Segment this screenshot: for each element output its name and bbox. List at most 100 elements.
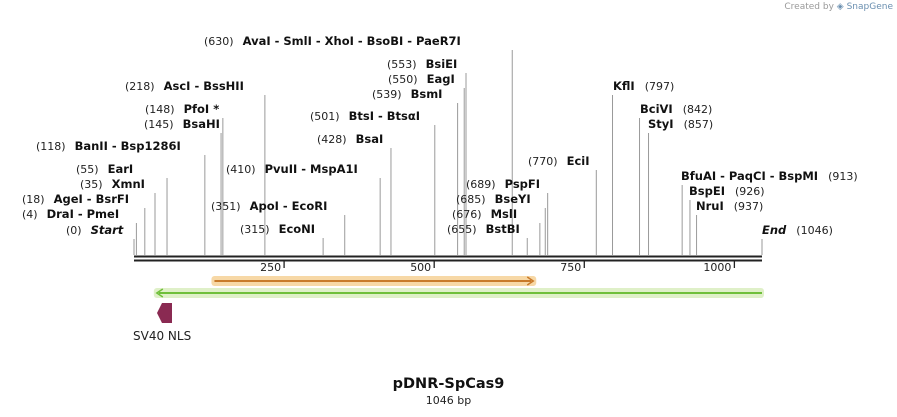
sv40-nls-feature[interactable]: SV40 NLS (133, 303, 191, 343)
site-position: (501) (310, 110, 340, 123)
site-label[interactable]: (689) PspFI (466, 177, 540, 191)
site-label[interactable]: BciVI (842) (640, 102, 712, 116)
site-enzyme-names: EarI (108, 162, 134, 176)
nls-arrow-shape (157, 303, 172, 323)
site-label[interactable]: (0) Start (66, 223, 124, 237)
site-enzyme-names: BspEI (689, 184, 725, 198)
site-position: (655) (447, 223, 477, 236)
site-label[interactable]: (553) BsiEI (387, 57, 457, 71)
site-label[interactable]: End (1046) (762, 223, 833, 237)
site-enzyme-names: Start (91, 223, 124, 237)
site-label[interactable]: (550) EagI (388, 72, 455, 86)
site-enzyme-names: PfoI * (184, 102, 220, 116)
credit-prefix: Created by (784, 2, 834, 12)
site-position: (937) (734, 200, 764, 213)
site-position: (685) (456, 193, 486, 206)
site-label[interactable]: (218) AscI - BssHII (125, 79, 244, 93)
site-position: (630) (204, 35, 234, 48)
site-position: (539) (372, 88, 402, 101)
site-position: (0) (66, 224, 82, 237)
site-label[interactable]: StyI (857) (648, 117, 713, 131)
site-position: (689) (466, 178, 496, 191)
site-label[interactable]: (685) BseYI (456, 192, 531, 206)
site-enzyme-names: AscI - BssHII (164, 79, 244, 93)
site-position: (410) (226, 163, 256, 176)
site-enzyme-names: BsaHI (183, 117, 220, 131)
site-label[interactable]: (351) ApoI - EcoRI (211, 199, 327, 213)
site-enzyme-names: AgeI - BsrFI (54, 192, 129, 206)
site-enzyme-names: PspFI (505, 177, 540, 191)
snapgene-credit: Created by ◈ SnapGene (784, 2, 893, 12)
site-label[interactable]: KflI (797) (613, 79, 674, 93)
site-enzyme-names: End (762, 223, 787, 237)
site-label[interactable]: (655) BstBI (447, 222, 520, 236)
site-label[interactable]: (539) BsmI (372, 87, 442, 101)
site-label[interactable]: (55) EarI (76, 162, 133, 176)
site-position: (428) (317, 133, 347, 146)
site-position: (913) (828, 170, 858, 183)
site-position: (797) (645, 80, 675, 93)
site-label[interactable]: (428) BsaI (317, 132, 383, 146)
site-position: (35) (80, 178, 103, 191)
orange-feature-arrow[interactable] (211, 276, 537, 286)
site-position: (218) (125, 80, 155, 93)
site-enzyme-names: BstBI (486, 222, 520, 236)
site-enzyme-names: DraI - PmeI (47, 207, 120, 221)
site-label[interactable]: (676) MslI (452, 207, 517, 221)
site-enzyme-names: MslI (491, 207, 518, 221)
site-position: (145) (144, 118, 174, 131)
site-position: (351) (211, 200, 241, 213)
tick-label: 250 (260, 261, 281, 274)
site-enzyme-names: NruI (696, 199, 724, 213)
plasmid-title: pDNR-SpCas9 (392, 376, 505, 392)
site-label[interactable]: (118) BanII - Bsp1286I (36, 139, 181, 153)
feature-arrowhead (155, 288, 164, 298)
site-enzyme-names: EagI (427, 72, 455, 86)
site-label[interactable]: (501) BtsI - BtsαI (310, 109, 420, 123)
site-position: (4) (22, 208, 38, 221)
site-position: (550) (388, 73, 418, 86)
nls-label: SV40 NLS (133, 329, 191, 343)
site-label[interactable]: (770) EciI (528, 154, 590, 168)
site-position: (676) (452, 208, 482, 221)
site-label[interactable]: BspEI (926) (689, 184, 765, 198)
site-label[interactable]: (4) DraI - PmeI (22, 207, 119, 221)
plasmid-length: 1046 bp (425, 394, 472, 407)
site-label[interactable]: (630) AvaI - SmlI - XhoI - BsoBI - PaeR7I (204, 34, 461, 48)
credit-brand: SnapGene (846, 2, 893, 12)
site-enzyme-names: ApoI - EcoRI (250, 199, 328, 213)
site-label[interactable]: (315) EcoNI (240, 222, 315, 236)
tick-label: 500 (410, 261, 431, 274)
site-enzyme-names: XmnI (112, 177, 145, 191)
site-enzyme-names: BsiEI (426, 57, 458, 71)
site-position: (315) (240, 223, 270, 236)
site-enzyme-names: BtsI - BtsαI (349, 109, 420, 123)
site-position: (118) (36, 140, 66, 153)
site-label[interactable]: (145) BsaHI (144, 117, 220, 131)
site-position: (553) (387, 58, 417, 71)
site-position: (1046) (796, 224, 833, 237)
restriction-sites: (0) Start(4) DraI - PmeI(18) AgeI - BsrFI(3… (22, 34, 858, 255)
site-label[interactable]: (148) PfoI * (145, 102, 219, 116)
site-enzyme-names: BsaI (356, 132, 384, 146)
site-label[interactable]: (410) PvuII - MspA1I (226, 162, 358, 176)
site-label[interactable]: NruI (937) (696, 199, 763, 213)
site-enzyme-names: PvuII - MspA1I (265, 162, 358, 176)
site-label[interactable]: (35) XmnI (80, 177, 145, 191)
site-position: (18) (22, 193, 45, 206)
site-enzyme-names: EcoNI (279, 222, 315, 236)
site-enzyme-names: BanII - Bsp1286I (75, 139, 181, 153)
site-enzyme-names: AvaI - SmlI - XhoI - BsoBI - PaeR7I (243, 34, 461, 48)
site-enzyme-names: KflI (613, 79, 635, 93)
feature-arrowhead (526, 276, 535, 286)
green-feature-arrow[interactable] (153, 288, 765, 298)
site-enzyme-names: EciI (567, 154, 590, 168)
site-enzyme-names: BciVI (640, 102, 673, 116)
site-enzyme-names: BseYI (495, 192, 531, 206)
site-label[interactable]: (18) AgeI - BsrFI (22, 192, 129, 206)
site-label[interactable]: BfuAI - PaqCI - BspMI (913) (681, 169, 858, 183)
site-position: (842) (683, 103, 713, 116)
snapgene-logo-icon: ◈ (836, 2, 844, 12)
site-position: (148) (145, 103, 175, 116)
